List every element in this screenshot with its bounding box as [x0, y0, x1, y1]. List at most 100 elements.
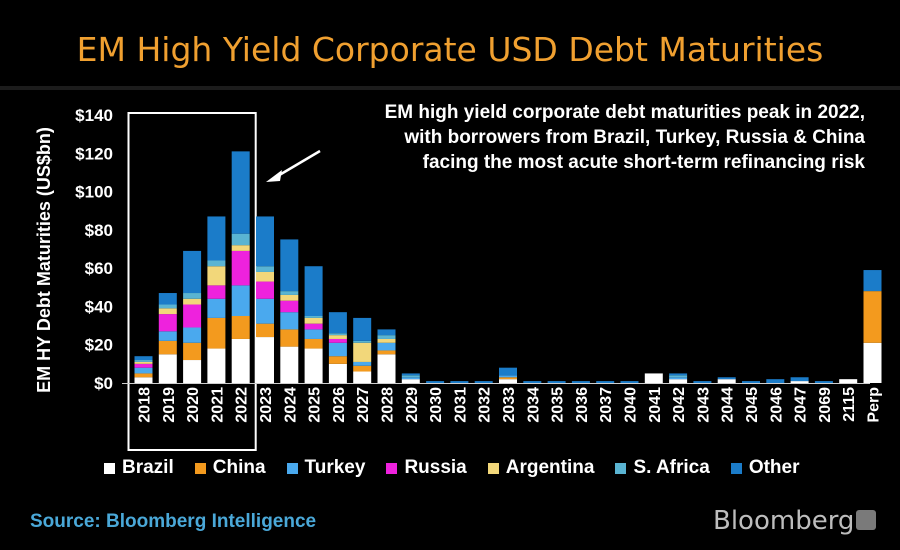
- x-tick-label: 2028: [380, 387, 397, 423]
- bar-segment: [183, 304, 202, 328]
- bar-segment: [426, 381, 445, 383]
- bar-segment: [839, 379, 858, 383]
- bar-segment: [790, 377, 809, 382]
- legend-item: Brazil: [104, 457, 174, 479]
- bar-segment: [499, 379, 517, 383]
- bar-segment: [207, 216, 226, 261]
- bar-segment: [158, 293, 177, 305]
- bar-segment: [134, 361, 153, 364]
- bar-segment: [450, 381, 469, 383]
- bar-segment: [134, 377, 153, 383]
- bar-segment: [304, 323, 323, 330]
- x-tick-label: 2044: [720, 387, 737, 423]
- bar-segment: [499, 377, 517, 380]
- bar-segment: [571, 381, 590, 383]
- bar-segment: [717, 377, 736, 380]
- bar-segment: [547, 381, 566, 383]
- x-tick-label: 2020: [185, 387, 202, 423]
- bar-segment: [353, 365, 372, 372]
- legend-item: China: [194, 457, 266, 479]
- bar-segment: [353, 342, 372, 362]
- bar-segment: [134, 367, 153, 374]
- bar-segment: [256, 216, 274, 267]
- bar-segment: [377, 342, 396, 351]
- bar-segment: [596, 381, 615, 383]
- bar-segment: [353, 371, 372, 383]
- bar-segment: [377, 350, 396, 355]
- x-tick-label: 2023: [258, 387, 275, 423]
- bar-segment: [766, 379, 785, 383]
- bar-segment: [328, 333, 347, 336]
- bar-segment: [134, 373, 153, 378]
- legend-swatch: [615, 462, 627, 474]
- legend-label: Russia: [404, 457, 467, 478]
- annotation-line: EM high yield corporate debt maturities …: [384, 102, 865, 123]
- x-tick-label: 2115: [841, 387, 858, 422]
- x-tick-label: 2027: [355, 387, 372, 423]
- bar-segment: [304, 329, 323, 339]
- bar-segment: [158, 340, 177, 355]
- bar-segment: [863, 342, 882, 383]
- bar-segment: [256, 323, 274, 338]
- y-tick-label: $140: [75, 106, 113, 125]
- bar-segment: [256, 298, 274, 324]
- bar-segment: [231, 338, 250, 383]
- bar-segment: [231, 151, 250, 234]
- x-tick-label: 2037: [598, 387, 615, 423]
- bar-segment: [207, 348, 226, 383]
- source-note: Source: Bloomberg Intelligence: [30, 511, 317, 532]
- x-tick-label: 2029: [404, 387, 421, 423]
- highlight-box: [127, 112, 257, 451]
- chart-title: EM High Yield Corporate USD Debt Maturit…: [76, 30, 824, 69]
- bar-segment: [377, 338, 396, 343]
- x-tick-label: 2041: [647, 387, 664, 423]
- bar-segment: [256, 281, 274, 299]
- bar-segment: [304, 266, 323, 316]
- x-tick-label: 2019: [161, 387, 178, 423]
- bar-segment: [256, 271, 274, 282]
- bar-segment: [231, 316, 250, 339]
- x-tick-label: 2045: [744, 387, 761, 423]
- title-divider: [0, 86, 900, 90]
- bar-segment: [523, 381, 542, 383]
- bar-segment: [207, 285, 226, 299]
- legend-swatch: [487, 462, 499, 474]
- annotation-line: facing the most acute short-term refinan…: [422, 152, 865, 173]
- bar-segment: [669, 375, 688, 378]
- y-tick-label: $80: [85, 221, 113, 240]
- x-tick-label: 2035: [550, 387, 567, 423]
- chart-annotation: EM high yield corporate debt maturities …: [300, 100, 865, 175]
- bloomberg-logo: Bloomberg: [713, 506, 855, 536]
- x-tick-label: 2034: [525, 387, 542, 423]
- bar-segment: [401, 379, 420, 383]
- legend-swatch: [386, 462, 398, 474]
- y-tick-label: $40: [85, 297, 113, 316]
- legend-label: Argentina: [505, 457, 595, 478]
- bar-segment: [280, 300, 299, 313]
- x-tick-label: 2069: [817, 387, 834, 423]
- y-tick-label: $0: [94, 374, 113, 393]
- legend-item: Other: [730, 457, 800, 479]
- bar-segment: [231, 233, 250, 246]
- bar-segment: [280, 329, 299, 347]
- bar-segment: [353, 317, 372, 341]
- bar-segment: [183, 360, 202, 383]
- bar-segment: [158, 331, 177, 341]
- bar-segment: [183, 327, 202, 343]
- bar-segment: [304, 317, 323, 324]
- y-tick-label: $60: [85, 259, 113, 278]
- legend-item: Turkey: [286, 457, 365, 479]
- x-tick-label: 2036: [574, 387, 591, 423]
- bar-segment: [280, 239, 299, 292]
- x-tick-label: 2025: [307, 387, 324, 423]
- x-tick-label: 2026: [331, 387, 348, 423]
- x-tick-label: 2032: [477, 387, 494, 423]
- bar-segment: [207, 317, 226, 349]
- bar-segment: [401, 377, 420, 380]
- annotation-arrow-head: [266, 170, 282, 182]
- x-tick-label: 2040: [623, 387, 640, 423]
- bar-segment: [353, 361, 372, 366]
- bar-segment: [401, 373, 420, 376]
- x-tick-label: 2018: [137, 387, 154, 423]
